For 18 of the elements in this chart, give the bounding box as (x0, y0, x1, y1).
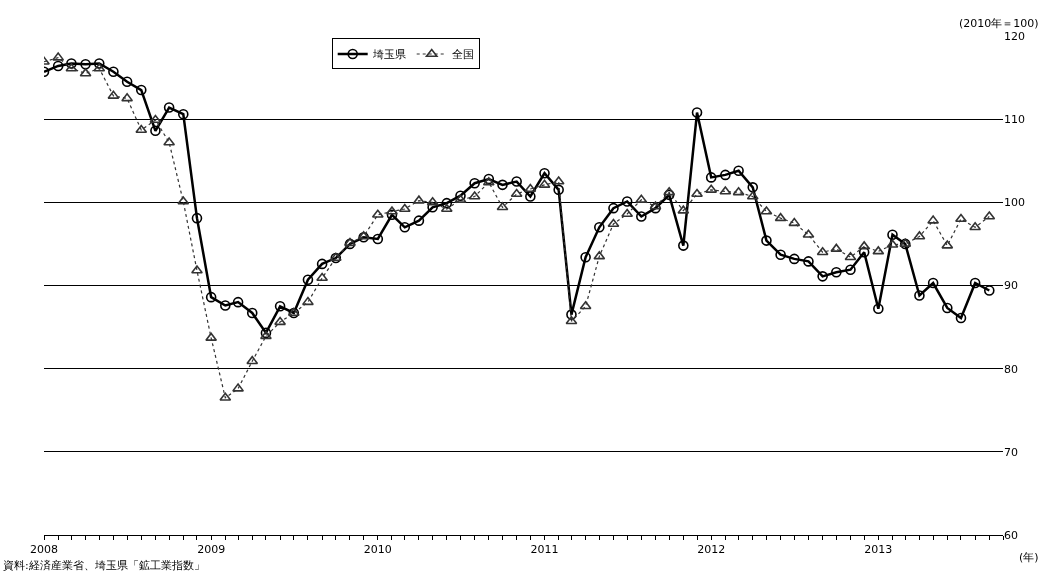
x-tick-label: 2012 (697, 543, 726, 557)
x-axis-title: (年) (1019, 551, 1039, 564)
y-tick-label: 60 (1004, 528, 1018, 542)
x-tick-label: 2011 (530, 543, 559, 557)
x-tick-label: 2009 (197, 543, 226, 557)
y-tick-label: 70 (1004, 445, 1018, 459)
y-tick-label: 90 (1004, 279, 1018, 293)
y-tick-label: 110 (1004, 113, 1025, 127)
y-axis-title: (2010年＝100) (959, 17, 1039, 30)
y-tick-label: 120 (1004, 29, 1025, 43)
x-tick-label: 2013 (864, 543, 893, 557)
text: 資料:経済産業省、埼玉県「鉱工業指数」 (3, 559, 205, 572)
legend-label: 埼玉県 (371, 48, 406, 62)
y-tick-label: 100 (1004, 196, 1025, 210)
legend-label: 全国 (451, 48, 474, 62)
x-tick-label: 2010 (363, 543, 392, 557)
x-tick-label: 2008 (30, 543, 58, 557)
y-tick-label: 80 (1004, 362, 1018, 376)
